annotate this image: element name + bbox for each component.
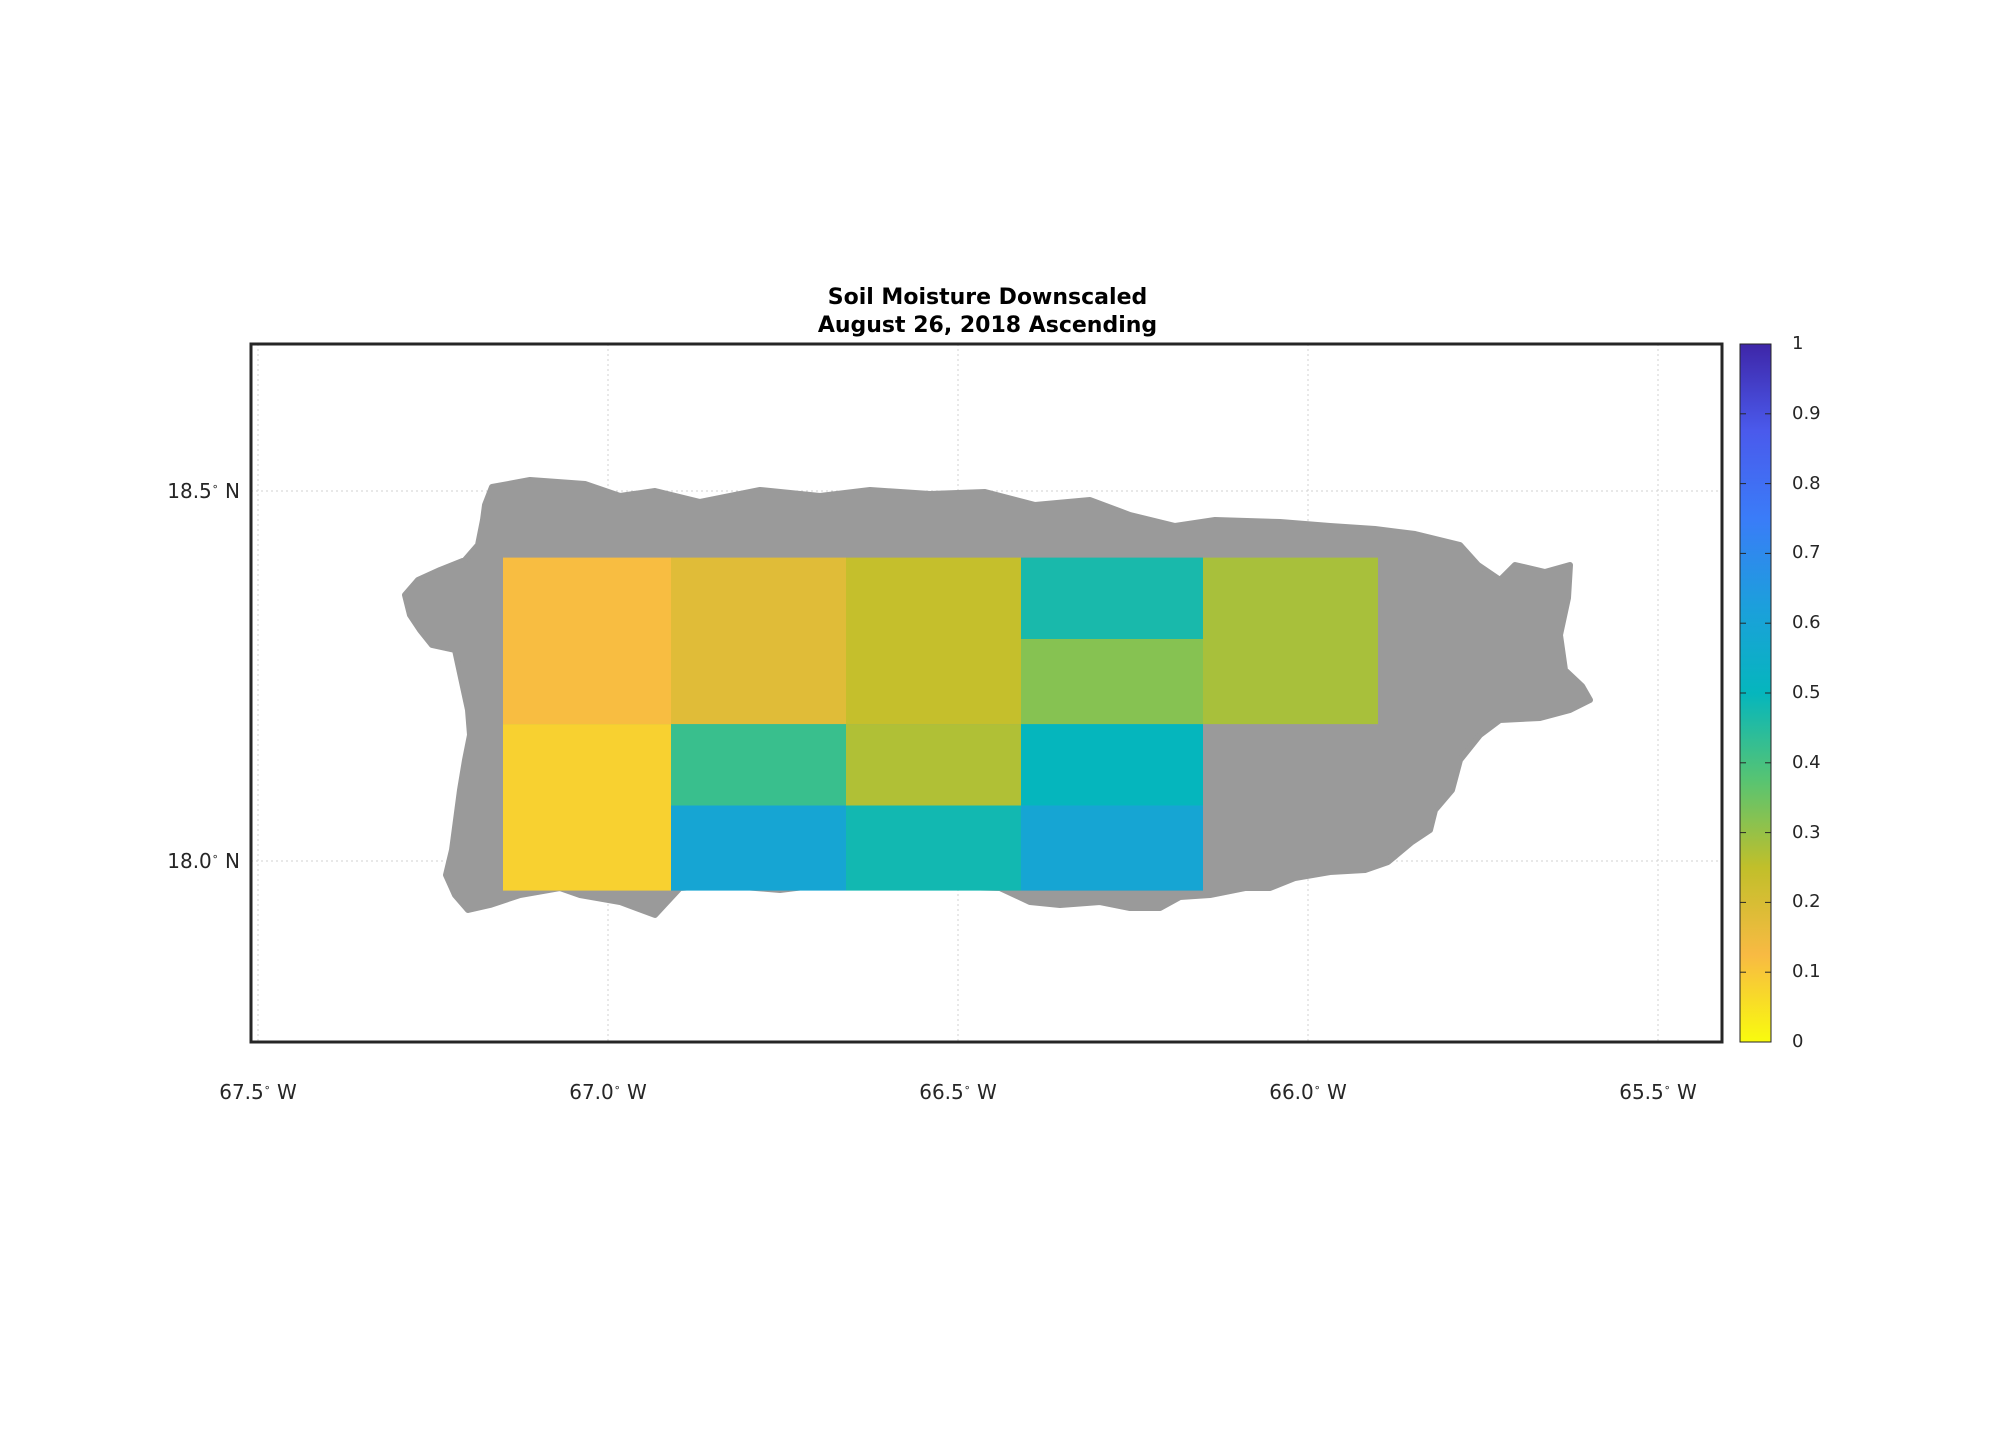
soil-moisture-tiles [503, 557, 1378, 891]
degree-symbol: ∘ [263, 1081, 271, 1094]
degree-symbol: ∘ [963, 1081, 971, 1094]
soil-moisture-tile [671, 724, 846, 806]
lon-tick-label: 66.0∘ W [1269, 1080, 1347, 1104]
colorbar-tick-label: 0.3 [1792, 821, 1821, 843]
degree-symbol: ∘ [1313, 1081, 1321, 1094]
lon-tick-label: 67.5∘ W [219, 1080, 297, 1104]
lon-tick-label: 66.5∘ W [919, 1080, 997, 1104]
colorbar-tick-label: 1 [1792, 333, 1804, 354]
soil-moisture-tile [503, 557, 671, 725]
map-axes-frame [249, 342, 1724, 1044]
soil-moisture-tile [671, 557, 846, 725]
colorbar-tick-label: 0.9 [1792, 402, 1821, 424]
map-title: Soil Moisture Downscaled [827, 285, 1148, 310]
soil-moisture-tile [1021, 724, 1203, 806]
soil-moisture-tile [1021, 639, 1203, 725]
lat-tick-label: 18.5∘ N [167, 479, 240, 503]
map-subtitle: August 26, 2018 Ascending [817, 313, 1158, 338]
degree-symbol: ∘ [1663, 1081, 1671, 1094]
soil-moisture-tile [671, 805, 846, 891]
soil-moisture-tile [846, 805, 1021, 891]
soil-moisture-tile [846, 557, 1021, 725]
soil-moisture-tile [846, 724, 1021, 806]
colorbar-tick-label: 0.1 [1792, 961, 1821, 983]
degree-symbol: ∘ [211, 480, 219, 493]
lon-tick-label: 65.5∘ W [1619, 1080, 1697, 1104]
colorbar-tick-label: 0 [1792, 1031, 1804, 1052]
degree-symbol: ∘ [211, 850, 219, 863]
colorbar-tick-label: 0.7 [1792, 542, 1821, 564]
soil-moisture-tile [1203, 557, 1378, 725]
soil-moisture-tile [1021, 805, 1203, 891]
colorbar-tick-label: 0.4 [1792, 751, 1821, 773]
colorbar-tick-marks [1740, 343, 1771, 1043]
colorbar-tick-label: 0.8 [1792, 472, 1821, 494]
degree-symbol: ∘ [613, 1081, 621, 1094]
lat-tick-label: 18.0∘ N [167, 849, 240, 873]
soil-moisture-tile [1021, 557, 1203, 639]
colorbar-tick-label: 0.2 [1792, 891, 1821, 913]
colorbar-tick-label: 0.5 [1792, 682, 1821, 703]
colorbar-tick-label: 0.6 [1792, 612, 1821, 634]
soil-moisture-tile [503, 724, 671, 891]
lon-tick-label: 67.0∘ W [569, 1080, 647, 1104]
